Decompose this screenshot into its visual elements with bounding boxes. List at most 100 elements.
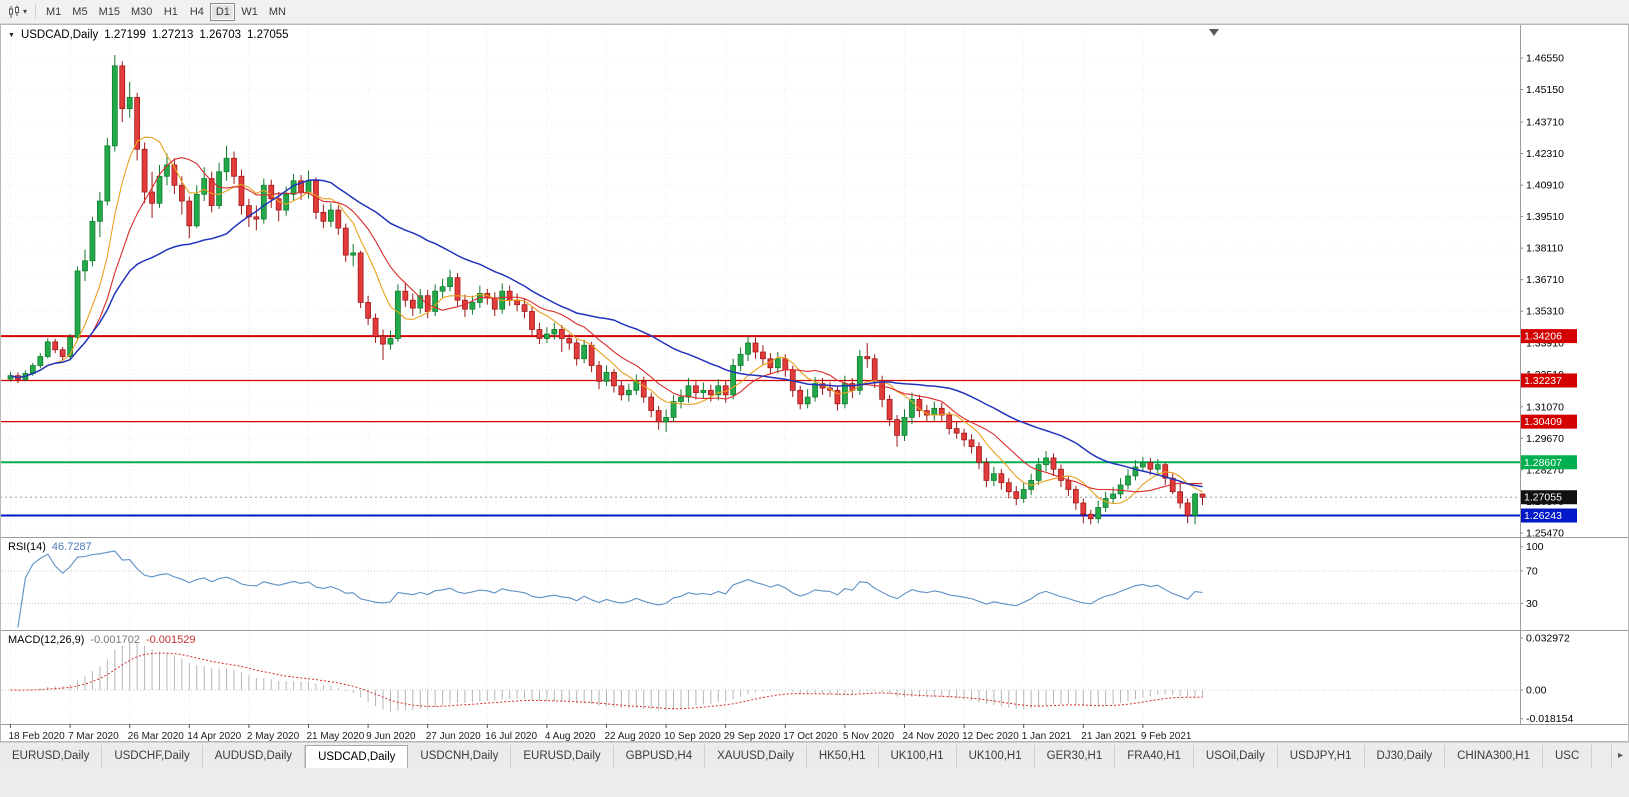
tab-audusd-daily[interactable]: AUDUSD,Daily — [202, 745, 306, 768]
svg-text:5 Nov 2020: 5 Nov 2020 — [843, 731, 895, 742]
svg-text:1.45150: 1.45150 — [1526, 84, 1564, 96]
svg-text:1.34206: 1.34206 — [1524, 331, 1562, 343]
tab-usdcnh-daily[interactable]: USDCNH,Daily — [408, 745, 512, 768]
svg-text:1.30409: 1.30409 — [1524, 416, 1562, 428]
svg-text:18 Feb 2020: 18 Feb 2020 — [9, 731, 66, 742]
svg-text:9 Jun 2020: 9 Jun 2020 — [366, 731, 416, 742]
svg-text:1.28607: 1.28607 — [1524, 457, 1562, 469]
tab-scroll-right-button[interactable]: ▸ — [1611, 745, 1629, 768]
svg-text:17 Oct 2020: 17 Oct 2020 — [783, 731, 838, 742]
candles — [7, 55, 1206, 525]
svg-text:1.29670: 1.29670 — [1526, 433, 1564, 445]
svg-text:100: 100 — [1526, 541, 1544, 553]
macd-pane: 0.032972 0.00 -0.018154 — [2, 632, 1573, 725]
svg-text:1.38110: 1.38110 — [1526, 243, 1563, 255]
rsi-line — [17, 550, 1203, 628]
timeframe-button-w1[interactable]: W1 — [241, 5, 258, 18]
grid-lines — [2, 28, 1520, 724]
toolbar-separator — [35, 4, 37, 19]
horizontal-level-lines — [0, 335, 1520, 517]
tab-usdcad-daily[interactable]: USDCAD,Daily — [305, 745, 409, 768]
svg-text:0.00: 0.00 — [1526, 685, 1547, 697]
svg-text:1.43710: 1.43710 — [1526, 116, 1564, 128]
chart-tabs: EURUSD,Daily USDCHF,Daily AUDUSD,Daily USDC… — [0, 745, 1611, 768]
tab-fra40-h1[interactable]: FRA40,H1 — [1115, 745, 1194, 768]
top-toolbar: ▾ M1 M5 M15 M30 H1 H4 D1 W1 MN — [0, 0, 1629, 24]
time-axis[interactable]: 18 Feb 2020 7 Mar 2020 26 Mar 2020 14 Apr 2… — [9, 724, 1192, 742]
svg-text:1 Jan 2021: 1 Jan 2021 — [1022, 731, 1072, 742]
chart-tabbar: EURUSD,Daily USDCHF,Daily AUDUSD,Daily USDC… — [0, 742, 1629, 768]
svg-text:1.46550: 1.46550 — [1526, 52, 1564, 64]
tab-eurusd-daily[interactable]: EURUSD,Daily — [511, 745, 614, 768]
svg-text:9 Feb 2021: 9 Feb 2021 — [1141, 731, 1192, 742]
svg-text:29 Sep 2020: 29 Sep 2020 — [724, 731, 781, 742]
svg-text:70: 70 — [1526, 565, 1538, 577]
tab-usdchf-daily[interactable]: USDCHF,Daily — [102, 745, 203, 768]
tab-china300-h1[interactable]: CHINA300,H1 — [1445, 745, 1543, 768]
tab-usdjpy-h1[interactable]: USDJPY,H1 — [1277, 745, 1365, 768]
timeframe-button-m30[interactable]: M30 — [130, 5, 153, 18]
chart-window[interactable]: 1.46550 1.45150 1.43710 1.42310 1.40910 1.395… — [0, 24, 1629, 742]
timeframe-button-m5[interactable]: M5 — [72, 5, 88, 18]
svg-text:14 Apr 2020: 14 Apr 2020 — [187, 731, 241, 742]
window-filler — [0, 768, 1629, 797]
timeframe-button-mn[interactable]: MN — [268, 5, 286, 18]
timeframe-button-h4[interactable]: H4 — [189, 5, 204, 18]
ma-30-line — [10, 179, 1203, 488]
macd-signal-line — [10, 652, 1203, 710]
tab-usoil-daily[interactable]: USOil,Daily — [1193, 745, 1278, 768]
chevron-down-icon: ▾ — [23, 6, 28, 16]
svg-text:1.31070: 1.31070 — [1526, 401, 1564, 413]
bid-price-box — [1520, 490, 1577, 505]
svg-text:21 Jan 2021: 21 Jan 2021 — [1081, 731, 1136, 742]
svg-text:2 May 2020: 2 May 2020 — [247, 731, 300, 742]
svg-text:26 Mar 2020: 26 Mar 2020 — [128, 731, 185, 742]
tab-hk50-h1[interactable]: HK50,H1 — [806, 745, 879, 768]
svg-text:30: 30 — [1526, 598, 1538, 610]
tab-uk100-h1[interactable]: UK100,H1 — [878, 745, 957, 768]
svg-text:24 Nov 2020: 24 Nov 2020 — [903, 731, 960, 742]
svg-text:1.39510: 1.39510 — [1526, 211, 1564, 223]
svg-text:1.25470: 1.25470 — [1526, 527, 1564, 539]
ma-12-line — [10, 157, 1203, 493]
candlestick-chart-icon — [9, 5, 19, 18]
svg-text:1.27055: 1.27055 — [1524, 492, 1562, 504]
svg-text:1.26243: 1.26243 — [1524, 510, 1562, 522]
svg-text:16 Jul 2020: 16 Jul 2020 — [485, 731, 537, 742]
scroll-right-icon: ▸ — [1617, 750, 1624, 761]
timeframe-button-m15[interactable]: M15 — [98, 5, 120, 18]
tab-gbpusd-h4[interactable]: GBPUSD,H4 — [613, 745, 706, 768]
svg-text:22 Aug 2020: 22 Aug 2020 — [605, 731, 662, 742]
price-chart-svg[interactable]: 1.46550 1.45150 1.43710 1.42310 1.40910 1.395… — [0, 24, 1629, 742]
tab-xauusd-daily[interactable]: XAUUSD,Daily — [705, 745, 807, 768]
svg-text:1.35310: 1.35310 — [1526, 306, 1564, 318]
tab-ger30-h1[interactable]: GER30,H1 — [1034, 745, 1116, 768]
chart-type-button[interactable]: ▾ — [4, 2, 30, 22]
svg-text:21 May 2020: 21 May 2020 — [307, 731, 365, 742]
svg-text:1.32237: 1.32237 — [1524, 375, 1562, 387]
svg-text:27 Jun 2020: 27 Jun 2020 — [426, 731, 481, 742]
svg-text:4 Aug 2020: 4 Aug 2020 — [545, 731, 596, 742]
svg-text:10 Sep 2020: 10 Sep 2020 — [664, 731, 721, 742]
svg-text:1.40910: 1.40910 — [1526, 180, 1564, 192]
tab-dj30-daily[interactable]: DJ30,Daily — [1364, 745, 1446, 768]
chart-background[interactable] — [0, 24, 1629, 742]
svg-text:7 Mar 2020: 7 Mar 2020 — [68, 731, 119, 742]
level-price-boxes: 1.34206 1.32237 1.30409 1.28607 1.26243 1.270… — [1520, 329, 1577, 523]
timeframe-group: M1 M5 M15 M30 H1 H4 D1 W1 MN — [41, 2, 291, 21]
tab-uk100-h1[interactable]: UK100,H1 — [956, 745, 1035, 768]
timeframe-button-h1[interactable]: H1 — [163, 5, 178, 18]
timeframe-button-d1[interactable]: D1 — [210, 2, 236, 21]
rsi-pane: 100 70 30 — [2, 541, 1544, 628]
tab-usc[interactable]: USC — [1543, 745, 1593, 768]
ma-7-line — [10, 136, 1203, 505]
svg-text:0.032972: 0.032972 — [1526, 632, 1570, 644]
timeframe-button-m1[interactable]: M1 — [46, 5, 62, 18]
svg-text:1.36710: 1.36710 — [1526, 274, 1564, 286]
moving-averages — [10, 136, 1203, 505]
shift-marker-icon — [1209, 29, 1219, 36]
tab-eurusd-daily[interactable]: EURUSD,Daily — [0, 745, 103, 768]
svg-text:1.42310: 1.42310 — [1526, 148, 1564, 160]
svg-text:12 Dec 2020: 12 Dec 2020 — [962, 731, 1019, 742]
svg-text:-0.018154: -0.018154 — [1526, 713, 1573, 725]
